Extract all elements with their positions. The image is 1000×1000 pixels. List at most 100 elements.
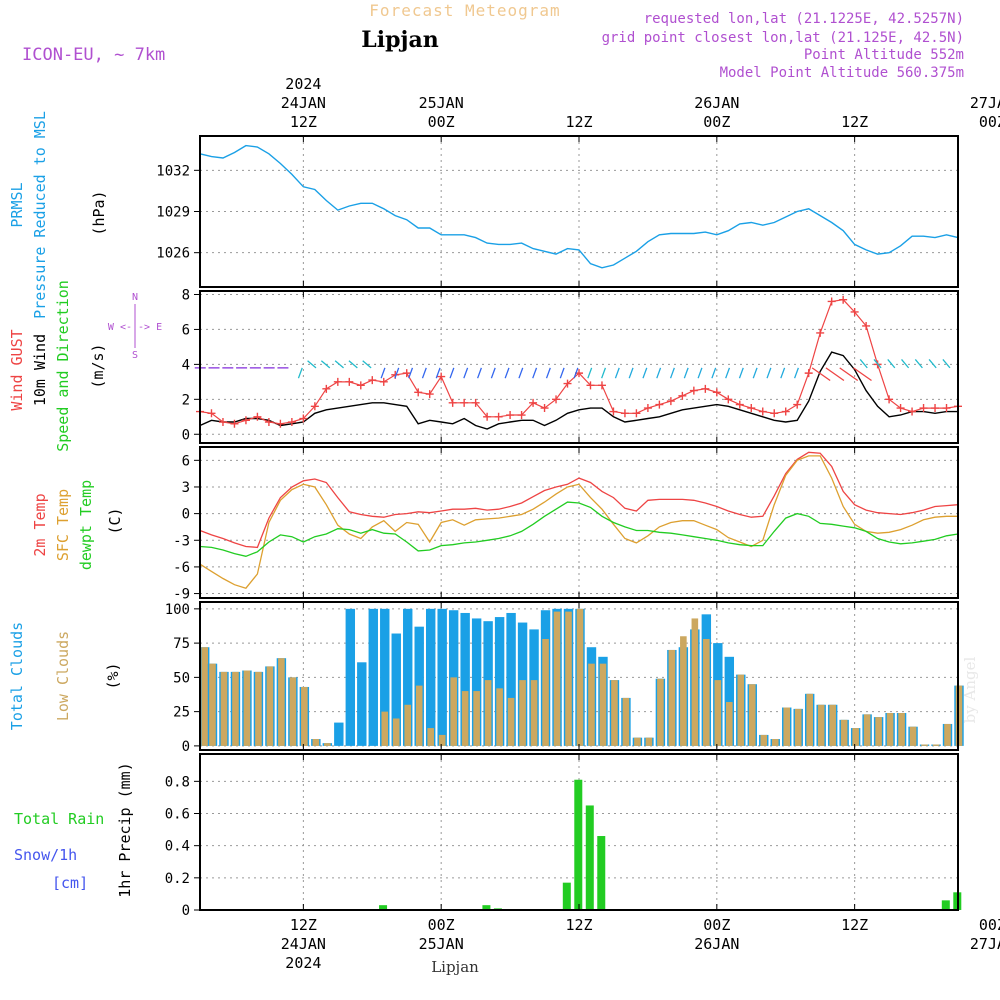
low-cloud-bar — [840, 719, 848, 746]
low-clouds-label: Low Clouds — [54, 631, 72, 721]
gust-point — [586, 381, 595, 390]
wind-direction-arrow — [297, 367, 303, 379]
wind-direction-arrow — [573, 367, 579, 379]
panel-frame-clouds — [199, 601, 959, 751]
wind-direction-arrow — [669, 367, 675, 379]
low-cloud-bar — [484, 680, 492, 746]
total-cloud-bar — [345, 608, 356, 746]
gust-point — [712, 388, 721, 397]
low-cloud-bar — [852, 728, 859, 746]
marks-layer — [194, 144, 964, 911]
low-cloud-bar — [312, 739, 320, 746]
pressure-label-prmsl: PRMSL — [8, 182, 26, 227]
compass-north: N — [132, 292, 138, 303]
pressure-label-msl: Pressure Reduced to MSL — [31, 111, 49, 319]
wind-direction-arrow — [477, 367, 482, 379]
rain-bar — [482, 905, 491, 910]
total-cloud-bar — [506, 612, 516, 746]
y-tick-label: -6 — [173, 560, 190, 576]
low-cloud-bar — [944, 723, 951, 746]
low-cloud-bar — [381, 711, 389, 746]
pressure-unit-label: (hPa) — [90, 190, 108, 235]
wind-direction-arrow — [587, 367, 593, 379]
bottom-time-label: 12Z — [565, 916, 592, 934]
gust-point — [620, 409, 629, 418]
bottom-time-label: 26JAN — [694, 935, 739, 953]
low-cloud-bar — [634, 737, 641, 746]
low-cloud-bar — [450, 677, 457, 746]
gust-point — [804, 369, 813, 378]
labels-layer: 1026 1029 1032 0 2 4 6 8 -9 -6 -3 0 3 6 0 25 50 75 100 0 0.2… — [8, 75, 1000, 972]
wind-direction-arrow — [928, 359, 937, 369]
model-point-altitude: Model Point Altitude 560.375m — [720, 65, 964, 81]
y-tick-label: 1032 — [156, 163, 190, 179]
total-cloud-bar — [403, 608, 413, 746]
low-cloud-bar — [201, 647, 209, 746]
gust-point — [540, 404, 549, 413]
wind-direction-arrow — [490, 367, 496, 379]
precip-unit-label: 1hr Precip (mm) — [116, 762, 134, 897]
rain-bar — [379, 905, 388, 910]
total-cloud-bar — [494, 617, 505, 746]
top-time-label: 12Z — [841, 113, 868, 131]
total-cloud-bar — [460, 612, 470, 746]
gust-point — [322, 384, 331, 393]
top-time-label: 24JAN — [281, 94, 326, 112]
gust-point — [931, 404, 940, 413]
low-cloud-bar — [875, 717, 882, 746]
y-tick-label: 75 — [173, 636, 190, 652]
gust-point — [230, 419, 239, 428]
wind-10m-label: 10m Wind — [31, 334, 49, 406]
gust-point — [781, 407, 790, 416]
top-time-label: 25JAN — [419, 94, 464, 112]
wind-direction-arrow — [408, 367, 414, 379]
sfc-temp-label: SFC Temp — [54, 489, 72, 561]
wind-direction-arrow — [914, 359, 923, 369]
gust-point — [529, 398, 538, 407]
wind-direction-arrow — [752, 367, 758, 379]
low-cloud-bar — [404, 704, 412, 746]
y-tick-label: 50 — [173, 670, 190, 686]
low-cloud-bar — [748, 684, 756, 746]
wind-direction-arrow — [449, 367, 455, 379]
gust-point — [632, 409, 641, 418]
low-cloud-bar — [691, 618, 699, 746]
gust-point — [356, 381, 365, 390]
temp-2m-line — [199, 451, 959, 549]
low-cloud-bar — [542, 639, 549, 746]
gust-point — [253, 412, 262, 421]
bottom-time-label: 24JAN — [281, 935, 326, 953]
rain-bar — [941, 900, 950, 910]
wind-speed-direction-label: Speed and Direction — [54, 280, 72, 452]
low-cloud-bar — [771, 739, 779, 746]
gust-point — [908, 407, 917, 416]
gust-point — [264, 418, 273, 427]
total-cloud-bar — [380, 608, 390, 746]
top-time-label: 26JAN — [694, 94, 739, 112]
wind-direction-arrow — [320, 360, 331, 369]
low-cloud-bar — [278, 658, 285, 746]
wind-direction-arrow — [545, 367, 551, 379]
top-time-label: 00Z — [979, 113, 1000, 131]
wind-direction-arrow — [942, 359, 951, 369]
gust-point — [724, 395, 733, 404]
total-cloud-bar — [368, 608, 378, 746]
low-cloud-bar — [921, 744, 928, 746]
gust-point — [597, 381, 606, 390]
point-altitude: Point Altitude 552m — [804, 47, 964, 63]
low-cloud-bar — [783, 707, 791, 746]
y-tick-label: 25 — [173, 705, 190, 721]
wind-direction-arrow — [421, 367, 427, 379]
low-cloud-bar — [909, 726, 917, 746]
rain-bar — [585, 805, 594, 910]
gust-point — [437, 372, 446, 381]
y-tick-label: -9 — [173, 587, 190, 603]
gust-point — [345, 377, 354, 386]
gust-point — [793, 400, 802, 409]
low-cloud-bar — [255, 671, 262, 746]
y-tick-label: 0.4 — [165, 839, 190, 855]
y-tick-label: 100 — [165, 602, 190, 618]
low-cloud-bar — [886, 713, 894, 746]
wind-direction-arrow — [435, 367, 441, 379]
